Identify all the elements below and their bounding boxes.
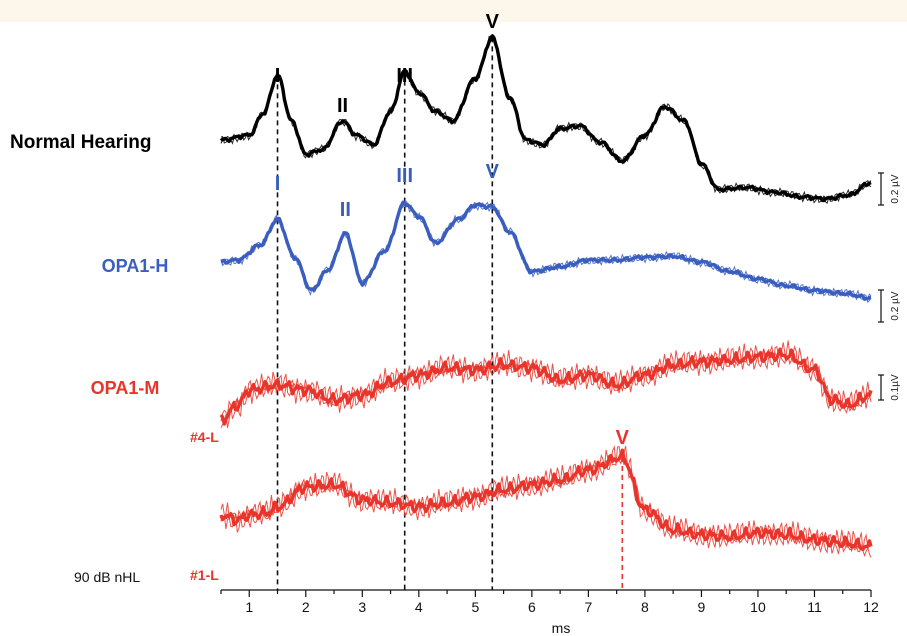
peak-label: V: [616, 427, 630, 449]
average-trace-1: [220, 200, 872, 301]
peak-label: V: [486, 161, 500, 183]
scale-bar-label: 0.2 µV: [890, 174, 901, 203]
x-tick-label: 5: [471, 599, 479, 615]
peak-label: III: [396, 65, 413, 87]
peak-label: III: [396, 165, 413, 187]
x-tick-label: 10: [750, 599, 766, 615]
scale-bar-label: 0.2 µV: [890, 291, 901, 320]
peak-label: I: [275, 65, 281, 87]
series-label: OPA1-M: [91, 378, 160, 398]
x-tick-label: 11: [807, 599, 822, 615]
series-label: OPA1-H: [102, 256, 169, 276]
x-tick-label: 6: [528, 599, 536, 615]
peak-label: II: [337, 95, 348, 117]
replicate-trace-a-0: [220, 34, 872, 204]
average-trace-0: [219, 34, 872, 203]
x-tick-label: 3: [358, 599, 366, 615]
scale-bar-label: 0.1µV: [890, 374, 901, 401]
header-band: [0, 0, 907, 22]
x-tick-label: 2: [302, 599, 310, 615]
peak-label: II: [340, 199, 351, 221]
stimulus-label: 90 dB nHL: [74, 569, 140, 585]
x-tick-label: 12: [863, 599, 879, 615]
x-tick-label: 9: [698, 599, 706, 615]
peak-label: V: [486, 11, 500, 33]
x-tick-label: 4: [415, 599, 423, 615]
average-trace-2: [219, 347, 873, 426]
series-label: #1-L: [190, 567, 219, 583]
average-trace-3: [219, 448, 873, 552]
replicate-trace-b-0: [220, 35, 872, 204]
peak-label: I: [275, 173, 281, 195]
x-tick-label: 8: [641, 599, 649, 615]
replicate-trace-b-3: [220, 445, 872, 558]
x-tick-label: 1: [245, 599, 253, 615]
x-axis-label: ms: [552, 620, 571, 636]
x-tick-label: 7: [584, 599, 592, 615]
series-sublabel: #4-L: [190, 429, 219, 445]
replicate-trace-a-1: [220, 200, 872, 304]
series-label: Normal Hearing: [10, 132, 151, 153]
